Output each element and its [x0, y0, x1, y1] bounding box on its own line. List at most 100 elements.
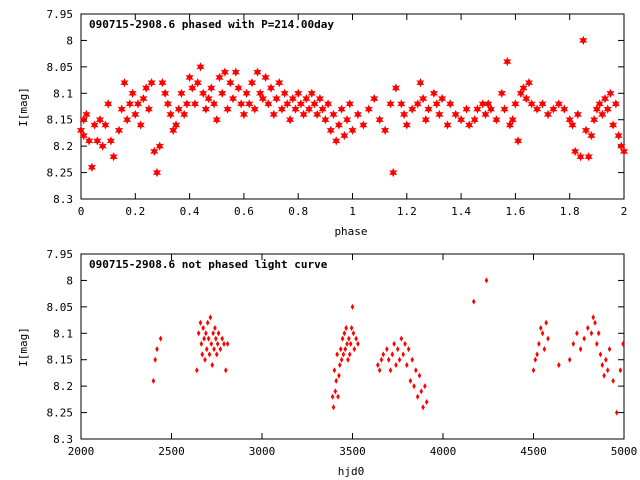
- data-point: [331, 404, 336, 411]
- data-point: [224, 367, 228, 374]
- data-point: [294, 88, 303, 98]
- data-point: [337, 372, 341, 379]
- data-point: [151, 377, 156, 384]
- data-point: [370, 93, 379, 104]
- data-point: [353, 109, 362, 120]
- data-point: [85, 136, 94, 146]
- y-tick-label: 8.15: [47, 114, 74, 127]
- data-point: [136, 120, 145, 130]
- data-point: [225, 340, 230, 347]
- data-point: [214, 335, 218, 342]
- data-point: [429, 88, 438, 98]
- data-point: [412, 383, 416, 390]
- data-point: [209, 340, 214, 347]
- data-point: [609, 120, 618, 130]
- data-point: [206, 335, 211, 342]
- data-point: [513, 136, 523, 146]
- data-point: [503, 56, 512, 67]
- data-point: [334, 377, 339, 384]
- data-point: [280, 88, 289, 98]
- data-point: [406, 346, 411, 353]
- data-point: [204, 330, 208, 337]
- data-point: [417, 372, 422, 379]
- data-point: [302, 93, 311, 104]
- data-point: [334, 120, 343, 130]
- data-point: [201, 104, 211, 114]
- data-point: [347, 351, 352, 358]
- data-point: [258, 93, 267, 104]
- data-point: [578, 346, 583, 353]
- chart-title: 090715-2908.6 not phased light curve: [89, 258, 328, 271]
- data-point: [443, 120, 452, 130]
- data-point: [560, 104, 569, 114]
- data-point: [408, 104, 417, 114]
- data-point: [269, 109, 278, 120]
- data-point: [584, 152, 593, 162]
- data-point: [207, 351, 212, 358]
- data-point: [424, 399, 429, 405]
- y-tick-label: 8.3: [53, 193, 73, 206]
- data-point: [218, 88, 227, 98]
- data-point: [144, 104, 153, 114]
- data-point: [114, 125, 124, 135]
- data-point: [166, 109, 175, 120]
- data-point: [602, 372, 606, 379]
- data-point: [120, 78, 129, 88]
- data-point: [611, 99, 620, 109]
- data-point: [204, 346, 209, 353]
- x-tick-label: 1.8: [560, 205, 580, 218]
- data-point: [600, 362, 605, 368]
- data-point: [267, 83, 276, 93]
- data-point: [402, 120, 411, 130]
- data-point: [193, 78, 202, 88]
- data-point: [215, 340, 220, 347]
- data-point: [549, 104, 558, 114]
- data-point: [286, 115, 295, 125]
- data-point: [332, 136, 341, 146]
- data-point: [593, 319, 597, 326]
- data-point: [531, 367, 536, 374]
- data-point: [220, 67, 230, 77]
- y-tick-label: 8.25: [47, 167, 74, 180]
- data-point: [376, 362, 380, 368]
- data-point: [414, 367, 418, 374]
- data-point: [375, 115, 384, 125]
- data-point: [451, 109, 460, 120]
- data-point: [123, 115, 132, 125]
- data-point: [95, 115, 105, 125]
- data-point: [101, 120, 110, 130]
- data-point: [340, 130, 349, 141]
- data-point: [389, 167, 398, 178]
- data-point: [128, 88, 137, 98]
- data-point: [379, 356, 384, 363]
- x-tick-label: 0.4: [180, 205, 200, 218]
- data-point: [222, 340, 226, 347]
- x-tick-label: 3000: [249, 445, 276, 458]
- data-point: [591, 314, 596, 321]
- data-point: [223, 104, 232, 114]
- data-point: [248, 78, 257, 88]
- data-point: [587, 130, 596, 141]
- data-point: [133, 99, 143, 109]
- data-point: [239, 109, 248, 120]
- data-point: [196, 330, 201, 337]
- data-point: [596, 330, 601, 337]
- x-tick-label: 2: [621, 205, 628, 218]
- data-point: [605, 367, 610, 374]
- data-point: [272, 93, 281, 104]
- data-point: [415, 393, 420, 400]
- data-point: [198, 319, 203, 326]
- data-point: [150, 146, 159, 157]
- data-point: [527, 99, 536, 109]
- data-point: [153, 356, 158, 363]
- y-axis-label: I[mag]: [17, 327, 30, 367]
- data-point: [214, 351, 219, 358]
- data-point: [347, 335, 351, 342]
- data-point: [537, 340, 541, 347]
- data-point: [207, 83, 216, 93]
- data-point: [446, 99, 455, 109]
- x-tick-label: 4500: [520, 445, 547, 458]
- y-tick-label: 8.05: [47, 301, 74, 314]
- data-point: [481, 109, 490, 120]
- data-point: [231, 67, 240, 77]
